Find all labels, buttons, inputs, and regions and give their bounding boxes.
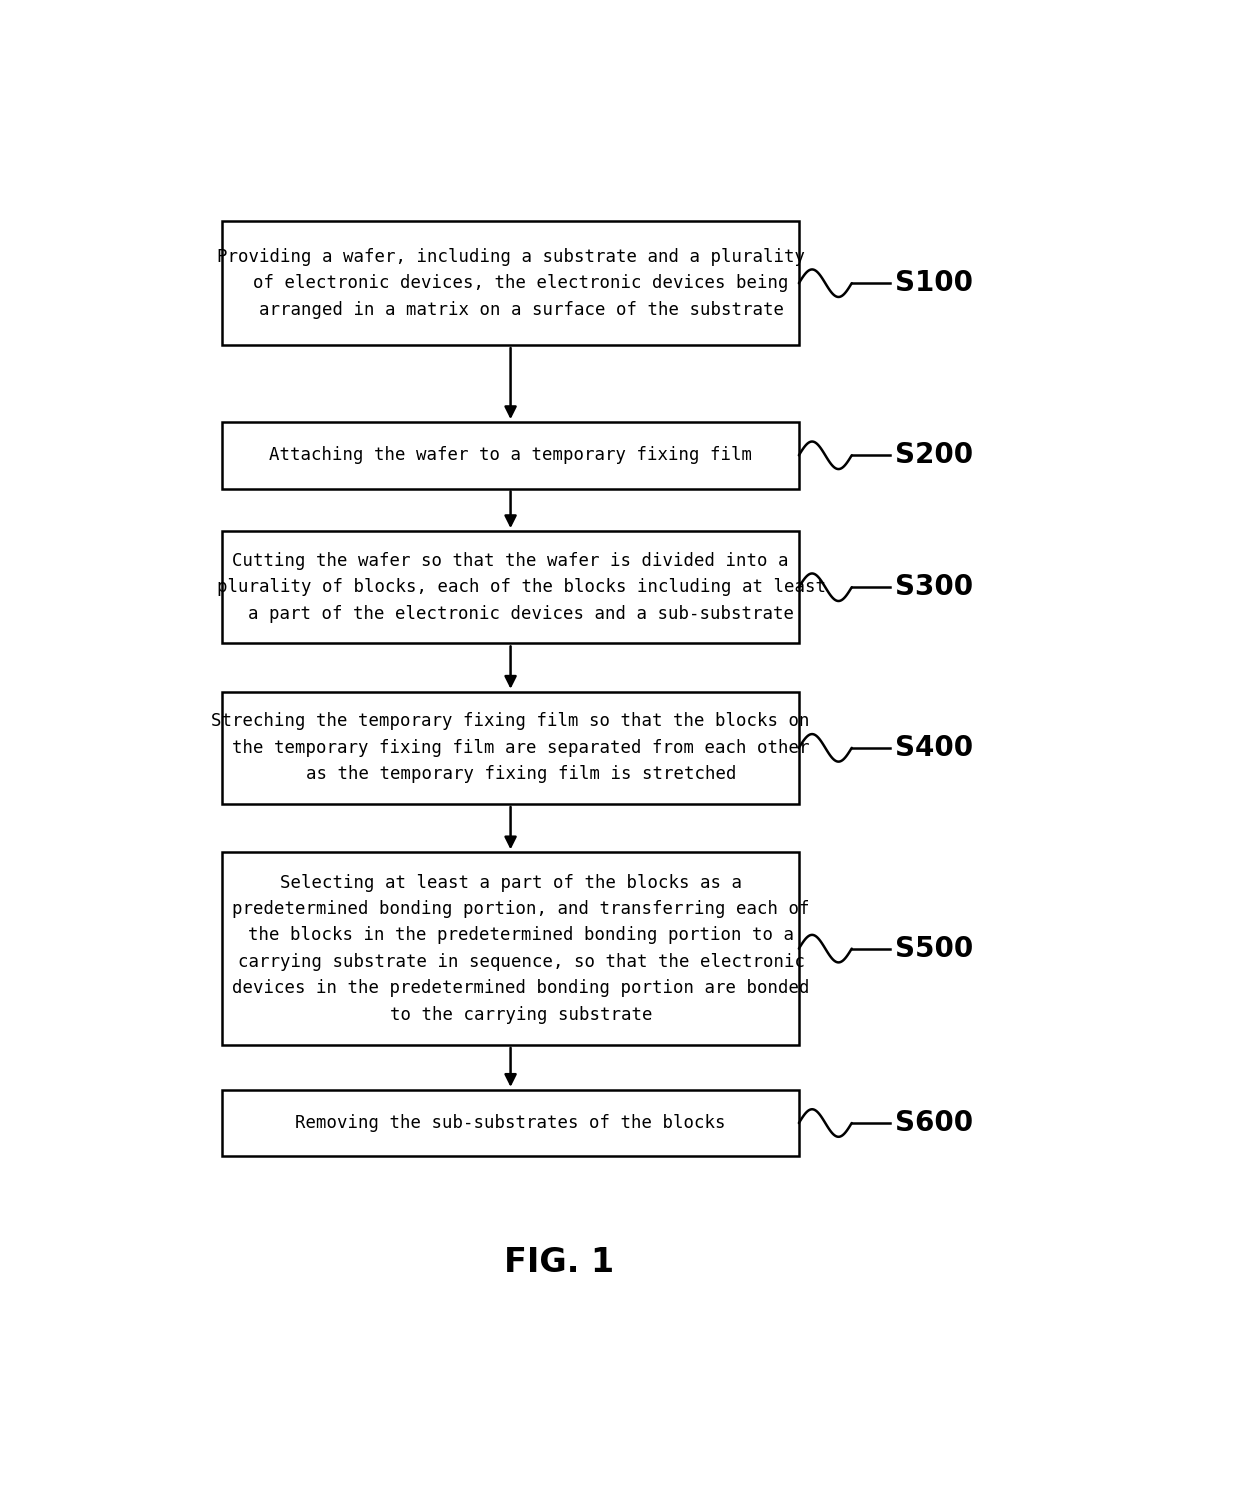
Text: Cutting the wafer so that the wafer is divided into a
  plurality of blocks, eac: Cutting the wafer so that the wafer is d… <box>196 551 826 623</box>
Text: S100: S100 <box>895 270 973 297</box>
Bar <box>222 691 799 805</box>
Text: Streching the temporary fixing film so that the blocks on
  the temporary fixing: Streching the temporary fixing film so t… <box>211 712 810 784</box>
Bar <box>222 530 799 644</box>
Text: Selecting at least a part of the blocks as a
  predetermined bonding portion, an: Selecting at least a part of the blocks … <box>211 873 810 1024</box>
Text: Removing the sub-substrates of the blocks: Removing the sub-substrates of the block… <box>295 1115 725 1132</box>
Bar <box>222 221 799 346</box>
Bar <box>222 422 799 489</box>
Text: S600: S600 <box>895 1109 973 1137</box>
Text: FIG. 1: FIG. 1 <box>503 1247 614 1280</box>
Text: S500: S500 <box>895 934 973 963</box>
Text: S200: S200 <box>895 441 973 469</box>
Bar <box>222 1089 799 1156</box>
Text: S300: S300 <box>895 574 973 602</box>
Bar <box>222 852 799 1044</box>
Text: Providing a wafer, including a substrate and a plurality
  of electronic devices: Providing a wafer, including a substrate… <box>217 247 805 319</box>
Text: Attaching the wafer to a temporary fixing film: Attaching the wafer to a temporary fixin… <box>269 447 753 465</box>
Text: S400: S400 <box>895 735 973 761</box>
